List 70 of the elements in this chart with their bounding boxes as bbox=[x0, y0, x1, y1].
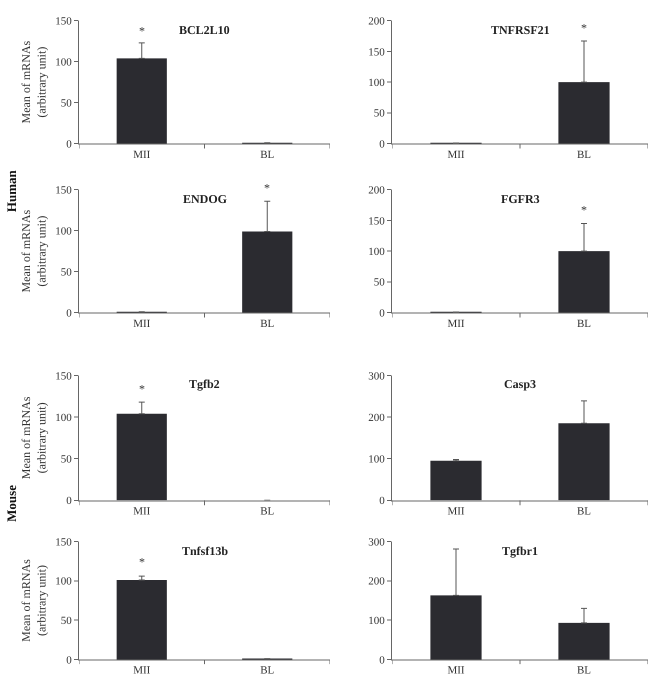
annotation: * bbox=[139, 24, 145, 38]
annotation: * bbox=[139, 555, 145, 569]
y-tick-label: 150 bbox=[55, 536, 72, 548]
chart-title: Casp3 bbox=[504, 377, 536, 391]
y-axis-title: Mean of mRNAs (arbitrary unit) bbox=[19, 40, 49, 124]
y-tick-label: 0 bbox=[379, 138, 386, 150]
y-tick-label: 50 bbox=[374, 108, 386, 120]
annotation: * bbox=[264, 181, 270, 195]
y-tick-label: 50 bbox=[60, 454, 72, 466]
annotation: * bbox=[581, 203, 587, 217]
x-tick-label: BL bbox=[260, 505, 275, 518]
y-tick-label: 100 bbox=[55, 56, 72, 69]
y-tick-label: 50 bbox=[60, 614, 72, 627]
y-tick-label: 100 bbox=[368, 76, 386, 89]
x-tick-label: MII bbox=[447, 505, 465, 518]
y-tick-label: 100 bbox=[55, 412, 72, 424]
chart-title: ENDOG bbox=[183, 192, 228, 206]
text: Mouse bbox=[4, 484, 20, 522]
x-tick-label: MII bbox=[133, 318, 151, 330]
y-tick-label: 0 bbox=[66, 654, 72, 666]
x-tick-label: BL bbox=[576, 664, 592, 677]
y-tick-label: 0 bbox=[379, 495, 386, 508]
annotation: * bbox=[581, 21, 587, 35]
y-tick-label: 200 bbox=[368, 184, 386, 197]
y-tick-label: 50 bbox=[60, 97, 72, 110]
y-tick-label: 100 bbox=[368, 454, 386, 466]
y-axis-title: Mean of mRNAs (arbitrary unit) bbox=[19, 210, 49, 292]
x-tick-label: BL bbox=[260, 318, 275, 330]
x-tick-label: MII bbox=[133, 505, 151, 518]
y-tick-label: 200 bbox=[368, 16, 386, 28]
y-tick-label: 0 bbox=[66, 495, 72, 508]
text: Human bbox=[4, 169, 19, 212]
y-axis-title: Mean of mRNAs (arbitrary unit) bbox=[19, 396, 49, 480]
chart-title: BCL2L10 bbox=[179, 23, 230, 37]
chart-title: Tgfb2 bbox=[189, 377, 220, 391]
y-tick-label: 150 bbox=[368, 46, 386, 58]
annotation: * bbox=[139, 382, 145, 396]
y-tick-label: 0 bbox=[66, 138, 72, 150]
x-tick-label: BL bbox=[576, 505, 592, 518]
y-tick-label: 0 bbox=[66, 307, 72, 320]
x-tick-label: BL bbox=[260, 664, 275, 677]
chart-title: TNFRSF21 bbox=[491, 23, 550, 37]
y-tick-label: 0 bbox=[379, 307, 386, 320]
y-tick-label: 100 bbox=[368, 246, 386, 258]
y-tick-label: 150 bbox=[55, 370, 72, 382]
y-axis-title: Mean of mRNAs (arbitrary unit) bbox=[19, 558, 49, 642]
x-tick-label: BL bbox=[576, 148, 592, 161]
x-tick-label: BL bbox=[260, 148, 275, 161]
x-tick-label: MII bbox=[447, 664, 465, 677]
y-tick-label: 200 bbox=[368, 576, 386, 588]
y-tick-label: 50 bbox=[374, 276, 386, 289]
x-tick-label: MII bbox=[447, 318, 465, 330]
x-tick-label: MII bbox=[133, 664, 151, 677]
y-tick-label: 50 bbox=[60, 266, 72, 278]
y-tick-label: 200 bbox=[368, 412, 386, 424]
y-tick-label: 100 bbox=[55, 576, 72, 588]
x-tick-label: MII bbox=[447, 148, 465, 161]
y-tick-label: 100 bbox=[55, 226, 72, 238]
x-tick-label: BL bbox=[576, 318, 592, 330]
chart-title: Tnfsf13b bbox=[182, 544, 228, 558]
y-tick-label: 100 bbox=[368, 614, 386, 627]
x-tick-label: MII bbox=[133, 148, 151, 161]
y-tick-label: 150 bbox=[368, 215, 386, 228]
y-tick-label: 300 bbox=[368, 536, 386, 548]
y-tick-label: 150 bbox=[55, 184, 72, 197]
chart-title: Tgfbr1 bbox=[502, 544, 538, 558]
y-tick-label: 150 bbox=[55, 16, 72, 28]
y-tick-label: 0 bbox=[379, 654, 386, 666]
y-tick-label: 300 bbox=[368, 370, 386, 382]
chart-title: FGFR3 bbox=[501, 192, 540, 206]
